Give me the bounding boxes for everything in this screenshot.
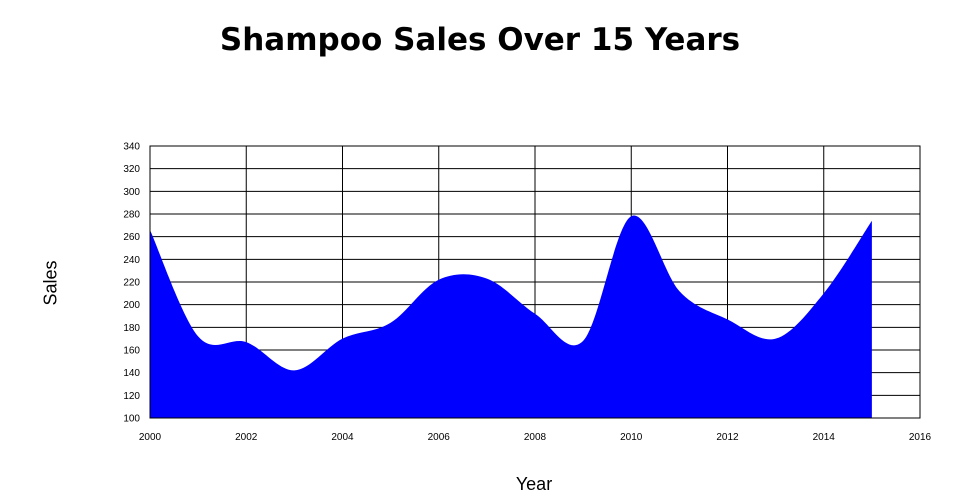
- x-tick-label: 2016: [909, 432, 932, 443]
- y-tick-label: 100: [123, 414, 140, 425]
- y-tick-label: 120: [123, 391, 140, 402]
- x-tick-label: 2010: [620, 432, 643, 443]
- plot-frame: [149, 145, 921, 419]
- y-tick-label: 320: [123, 164, 140, 175]
- x-tick-label: 2004: [331, 432, 354, 443]
- y-tick-label: 140: [123, 368, 140, 379]
- y-tick-label: 260: [123, 232, 140, 243]
- x-axis-label: Year: [515, 474, 553, 494]
- y-tick-label: 340: [123, 142, 140, 153]
- sales-area: [150, 215, 872, 418]
- x-tick-label: 2014: [813, 432, 836, 443]
- y-tick-label: 280: [123, 210, 140, 221]
- y-tick-label: 180: [123, 323, 140, 334]
- y-tick-label: 240: [123, 255, 140, 266]
- y-tick-labels: 100 120 140 160 180 200 220 240 260 280 300 320 340: [123, 142, 140, 425]
- x-tick-label: 2012: [716, 432, 739, 443]
- x-tick-labels: 2000 2002 2004 2006 2008 2010 2012 2014 2016: [139, 432, 932, 443]
- x-tick-label: 2006: [428, 432, 451, 443]
- y-tick-label: 160: [123, 346, 140, 357]
- x-tick-label: 2008: [524, 432, 547, 443]
- y-tick-label: 200: [123, 300, 140, 311]
- y-tick-label: 300: [123, 187, 140, 198]
- x-tick-label: 2002: [235, 432, 258, 443]
- chart-title: Shampoo Sales Over 15 Years: [219, 22, 741, 58]
- x-tick-label: 2000: [139, 432, 162, 443]
- y-tick-label: 220: [123, 278, 140, 289]
